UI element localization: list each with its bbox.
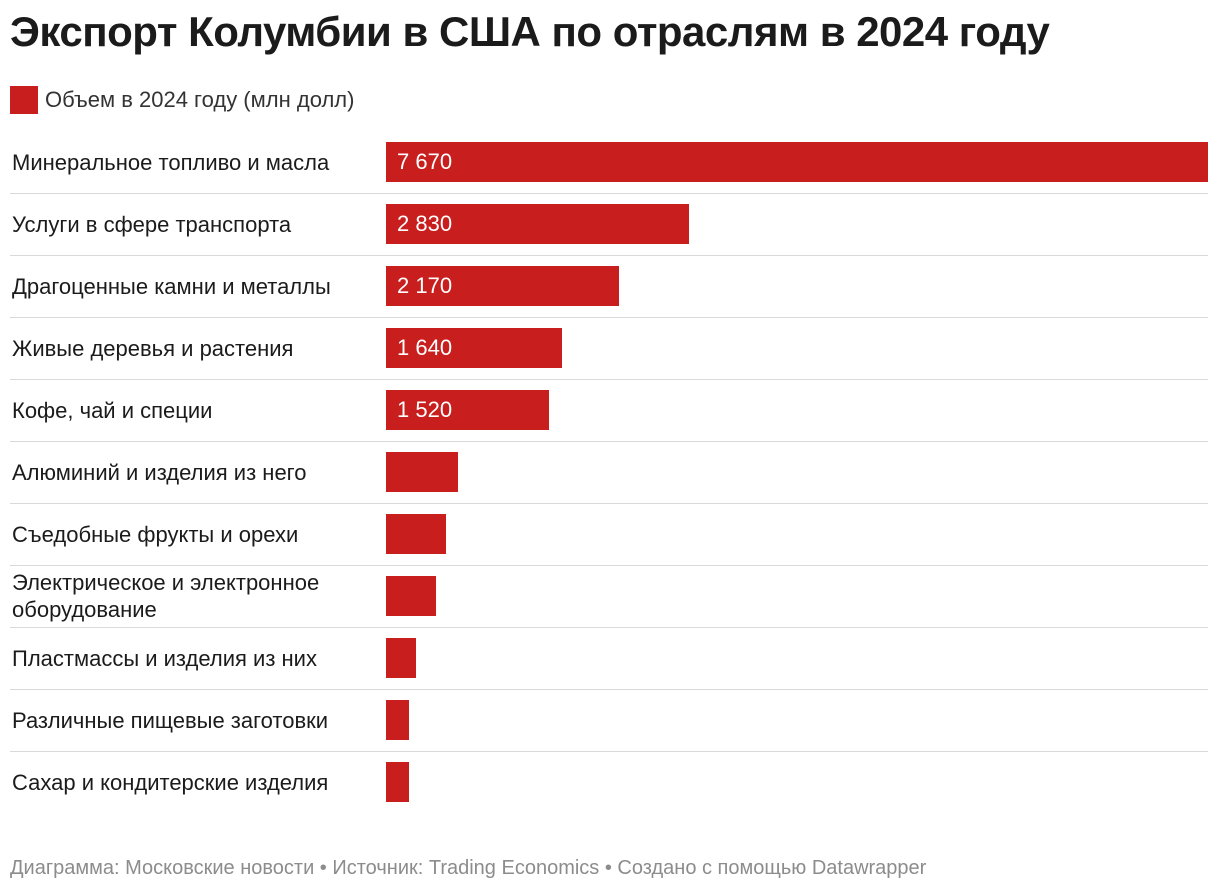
row-separator xyxy=(10,689,1208,690)
category-label: Алюминий и изделия из него xyxy=(12,459,307,485)
category-label: Живые деревья и растения xyxy=(12,335,294,361)
bar xyxy=(386,514,447,554)
row-separator xyxy=(10,503,1208,504)
bar-value-label: 7 670 xyxy=(397,149,453,174)
bar xyxy=(386,638,416,678)
bar-value-label: 2 170 xyxy=(397,273,453,298)
category-label: Электрическое и электронное оборудование xyxy=(12,570,320,622)
bar xyxy=(386,328,562,368)
row-separator xyxy=(10,751,1208,752)
row-separator xyxy=(10,193,1208,194)
row-separator xyxy=(10,441,1208,442)
category-label: Различные пищевые заготовки xyxy=(12,707,329,733)
row-separator xyxy=(10,317,1208,318)
category-label: Драгоценные камни и металлы xyxy=(12,273,331,299)
category-label: Минеральное топливо и масла xyxy=(12,149,330,175)
row-separator xyxy=(10,379,1208,380)
bar-value-label: 1 520 xyxy=(397,397,453,422)
bar xyxy=(386,266,619,306)
legend-label: Объем в 2024 году (млн долл) xyxy=(45,87,355,112)
category-label: Услуги в сфере транспорта xyxy=(12,211,292,237)
chart-footer: Диаграмма: Московские новости • Источник… xyxy=(10,857,927,879)
chart-title: Экспорт Колумбии в США по отраслям в 202… xyxy=(10,8,1050,55)
legend: Объем в 2024 году (млн долл) xyxy=(10,86,354,114)
category-label: Съедобные фрукты и орехи xyxy=(12,521,299,547)
bar-value-label: 2 830 xyxy=(397,211,453,236)
category-label: Сахар и кондитерские изделия xyxy=(12,769,329,795)
bar xyxy=(386,142,1208,182)
category-label: Пластмассы и изделия из них xyxy=(12,645,317,671)
bar xyxy=(386,576,437,616)
bar xyxy=(386,204,690,244)
row-separator xyxy=(10,255,1208,256)
bar xyxy=(386,762,409,802)
bar xyxy=(386,390,549,430)
category-label: Кофе, чай и специи xyxy=(12,397,213,423)
bar xyxy=(386,452,458,492)
bar-value-label: 1 640 xyxy=(397,335,453,360)
row-separator xyxy=(10,565,1208,566)
legend-swatch xyxy=(10,86,38,114)
row-separator xyxy=(10,627,1208,628)
bar xyxy=(386,700,409,740)
